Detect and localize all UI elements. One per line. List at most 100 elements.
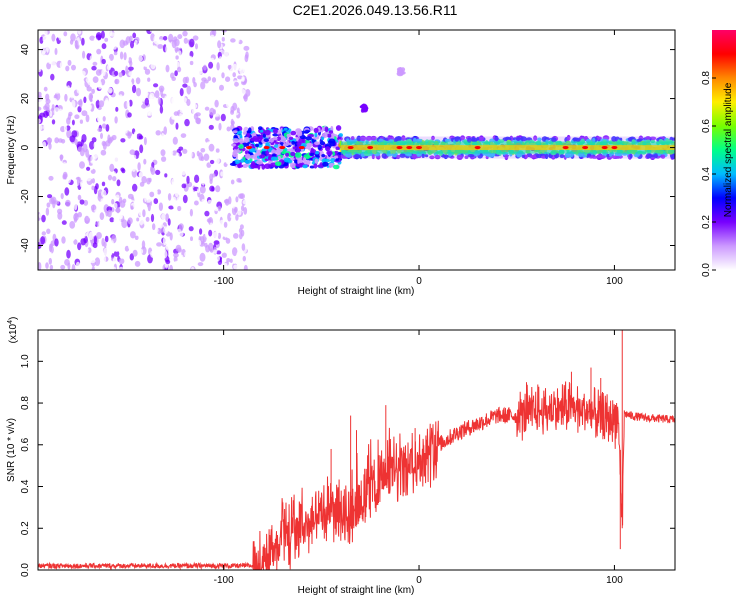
spectrogram-cell xyxy=(38,124,43,131)
spectrogram-cell xyxy=(59,32,65,38)
spectrogram-cell xyxy=(248,148,256,153)
spectrogram-cell xyxy=(651,154,655,158)
spectrogram-cell xyxy=(216,250,222,255)
spectrogram-cell xyxy=(89,140,95,150)
spectrogram-cell xyxy=(84,61,88,70)
spectrogram-cell xyxy=(82,143,88,153)
spectrogram-cell xyxy=(230,74,234,80)
spectrogram-cell xyxy=(162,250,168,259)
spectrogram-cell xyxy=(246,221,251,229)
spectrogram-cell xyxy=(159,73,165,83)
peak-mark xyxy=(474,145,481,150)
spectrogram-cell xyxy=(85,77,91,83)
spectrogram-cell xyxy=(77,194,82,201)
spectrogram-cell xyxy=(194,200,199,206)
spectrogram-cell xyxy=(89,35,96,41)
spectrogram-cell xyxy=(314,153,320,158)
spectrogram-cell xyxy=(211,263,216,270)
spectrogram-cell xyxy=(544,153,549,159)
snr-marks xyxy=(38,330,675,570)
spectrogram-cell xyxy=(337,155,344,159)
spectrogram-cell xyxy=(335,125,342,131)
spectrogram-cell xyxy=(92,242,98,249)
spectrogram-cell xyxy=(310,147,314,154)
spectrogram-cell xyxy=(167,218,171,226)
spectrogram-ylabel: Frequency (Hz) xyxy=(6,116,17,185)
spectrogram-cell xyxy=(92,76,99,83)
spectrogram-cell xyxy=(180,167,187,176)
spectrogram-cell xyxy=(118,94,124,103)
spectrogram-cell xyxy=(45,207,50,216)
spectrogram-cell xyxy=(48,175,54,181)
spectrogram-cell xyxy=(88,104,92,111)
spectrogram-cell xyxy=(157,97,161,105)
spectrogram-cell xyxy=(183,142,188,149)
x-tick-label: 100 xyxy=(606,276,623,287)
spectrogram-cell xyxy=(57,208,63,215)
spectrogram-cell xyxy=(85,114,90,123)
spectrogram-cell xyxy=(241,243,246,251)
spectrogram-cell xyxy=(135,95,139,101)
spectrogram-cell xyxy=(138,171,144,178)
y-tick-label: -20 xyxy=(20,189,31,204)
spectrogram-cell xyxy=(220,219,224,224)
spectrogram-cell xyxy=(232,247,238,257)
spectrogram-cell xyxy=(132,154,137,160)
spectrogram-cell xyxy=(104,97,109,106)
spectrogram-cell xyxy=(184,251,190,258)
spectrogram-cell xyxy=(234,206,238,213)
spectrogram-cell xyxy=(44,102,50,110)
spectrogram-cell xyxy=(209,107,215,116)
spectrogram-cell xyxy=(115,106,119,112)
spectrogram-cell xyxy=(229,258,233,263)
spectrogram-cell xyxy=(189,60,194,66)
spectrogram-cell xyxy=(66,249,71,259)
spectrogram-cell xyxy=(213,249,218,254)
spectrogram-cell xyxy=(134,235,139,240)
spectrogram-cell xyxy=(202,30,206,36)
spectrogram-cell xyxy=(230,109,235,115)
spectrogram-cell xyxy=(137,55,144,62)
peak-mark xyxy=(582,145,589,150)
spectrogram-cell xyxy=(285,140,290,147)
spectrogram-cell xyxy=(609,152,613,157)
spectrogram-cell xyxy=(205,230,209,238)
spectrogram-cell xyxy=(321,154,326,158)
spectrogram-cell xyxy=(48,43,54,48)
spectrogram-cell xyxy=(223,262,228,270)
spectrogram-cell xyxy=(206,218,212,223)
spectrogram-cell xyxy=(38,153,41,163)
spectrogram-cell xyxy=(199,228,203,235)
spectrogram-cell xyxy=(215,110,219,119)
spectrogram-cell xyxy=(64,71,69,77)
spectrogram-cell xyxy=(94,251,100,257)
spectrogram-cell xyxy=(429,155,435,160)
spectrogram-cell xyxy=(232,102,238,111)
spectrogram-cell xyxy=(354,153,360,160)
spectrogram-cell xyxy=(520,136,527,142)
spectrogram-cell xyxy=(81,173,88,182)
spectrogram-cell xyxy=(139,248,144,254)
spectrogram-cell xyxy=(230,214,236,219)
spectrogram-cell xyxy=(236,240,240,249)
spectrogram-cell xyxy=(175,244,182,252)
colorbar-tick-label: 0.2 xyxy=(701,215,712,229)
spectrogram-cell xyxy=(162,113,166,119)
spectrogram-cell xyxy=(156,242,163,247)
spectrogram-cell xyxy=(258,126,263,131)
spectrogram-cell xyxy=(215,148,220,153)
spectrogram-cell xyxy=(82,87,86,97)
spectrogram-cell xyxy=(201,220,207,228)
spectrogram-cell xyxy=(139,218,144,226)
snr-scale-label: (x104) xyxy=(7,317,19,344)
spectrogram-cell xyxy=(102,116,106,122)
spectrogram-cell xyxy=(92,96,98,102)
spectrogram-cell xyxy=(154,90,160,99)
spectrogram-cell xyxy=(132,183,138,192)
spectrogram-cell xyxy=(121,168,126,174)
spectrogram-cell xyxy=(359,135,367,141)
spectrogram-cell xyxy=(141,176,147,184)
spectrogram-cell xyxy=(396,71,404,77)
spectrogram-cell xyxy=(315,151,320,155)
spectrogram-cell xyxy=(168,205,174,210)
